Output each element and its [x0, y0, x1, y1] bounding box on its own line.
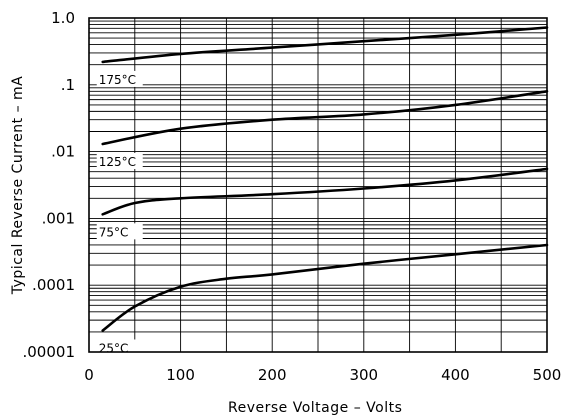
y-tick-label: .1 — [61, 76, 75, 94]
x-tick-label: 400 — [441, 366, 470, 384]
y-tick-label: .00001 — [23, 343, 76, 361]
curve-label-3: 25°C — [99, 341, 129, 355]
curve-label-bg — [96, 152, 143, 169]
y-axis-title: Typical Reverse Current – mA — [10, 76, 26, 295]
x-tick-label: 300 — [349, 366, 378, 384]
x-axis-title: Reverse Voltage – Volts — [228, 400, 402, 416]
vertical-gridlines — [134, 18, 502, 352]
curve-label-0: 175°C — [99, 73, 136, 87]
x-tick-label: 200 — [258, 366, 287, 384]
x-tick-label: 0 — [84, 366, 94, 384]
series-line-1 — [101, 90, 549, 146]
series-line-0 — [101, 26, 549, 64]
y-tick-label: .01 — [51, 143, 75, 161]
series-line-3 — [101, 243, 549, 332]
x-tick-label: 100 — [166, 366, 195, 384]
y-tick-labels: .00001 .0001 .001 .01 .1 1.0 — [23, 9, 76, 361]
y-tick-label: .0001 — [32, 276, 75, 294]
plot-frame — [88, 17, 548, 353]
series-line-2 — [101, 167, 549, 216]
curve-label-2: 75°C — [99, 225, 129, 239]
series-layer — [101, 26, 549, 332]
curve-label-1: 125°C — [99, 155, 136, 169]
y-tick-label: .001 — [42, 209, 75, 227]
curve-label-bg — [96, 70, 143, 87]
x-tick-label: 500 — [533, 366, 562, 384]
x-tick-labels: 0 100 200 300 400 500 — [84, 366, 561, 384]
curve-label-bg — [96, 223, 143, 240]
y-tick-label: 1.0 — [51, 9, 75, 27]
horizontal-gridlines — [89, 20, 547, 333]
